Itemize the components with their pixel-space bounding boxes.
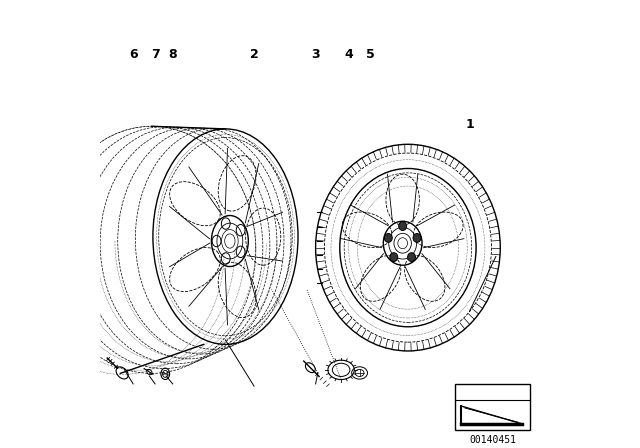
Ellipse shape <box>385 233 392 242</box>
Text: 7: 7 <box>151 47 159 60</box>
Text: 3: 3 <box>311 47 320 60</box>
Bar <box>456 384 530 430</box>
Ellipse shape <box>413 233 421 242</box>
Ellipse shape <box>399 222 406 230</box>
Text: 4: 4 <box>344 47 353 60</box>
Text: 5: 5 <box>366 47 375 60</box>
Text: 8: 8 <box>168 47 177 60</box>
Ellipse shape <box>390 253 397 262</box>
Text: 6: 6 <box>129 47 138 60</box>
Text: 1: 1 <box>465 118 474 131</box>
Text: 00140451: 00140451 <box>469 435 516 445</box>
Text: 2: 2 <box>250 47 259 60</box>
Ellipse shape <box>408 253 415 262</box>
